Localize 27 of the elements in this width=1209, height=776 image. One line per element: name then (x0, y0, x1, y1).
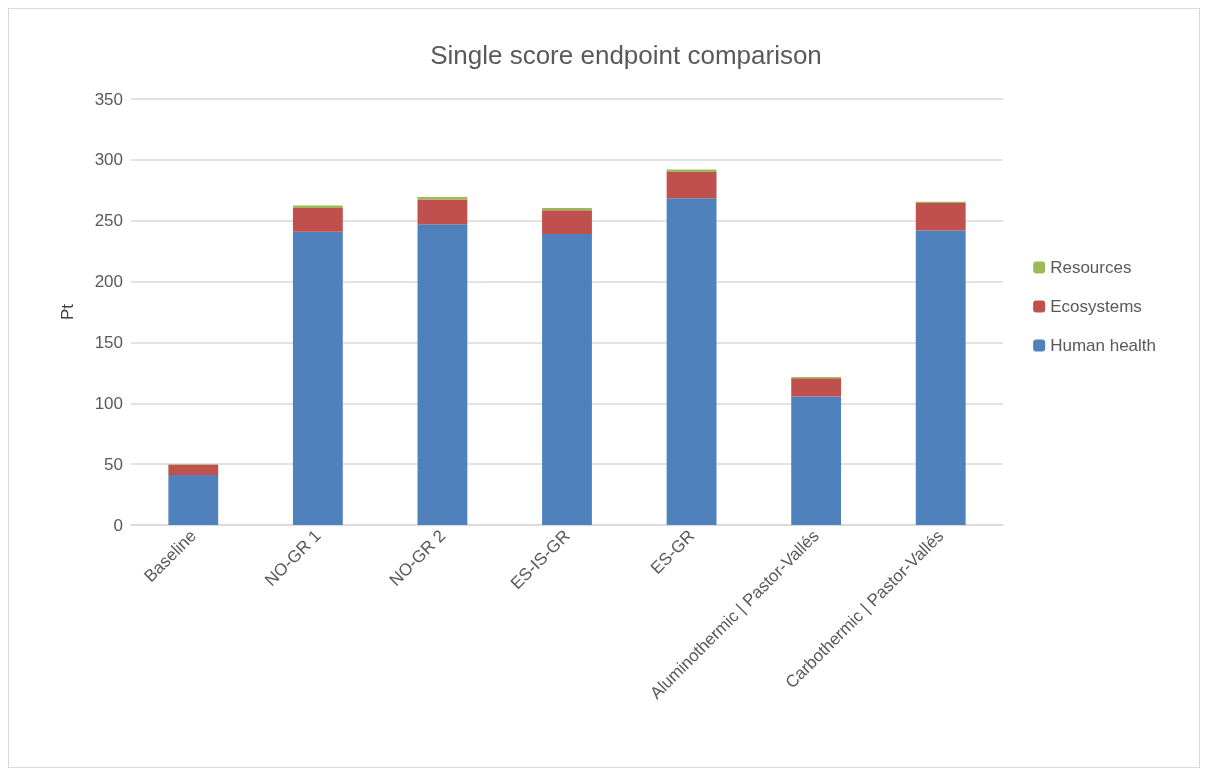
y-tick-label: 250 (94, 211, 123, 231)
y-tick-label: 300 (94, 150, 123, 170)
legend-label: Resources (1050, 258, 1132, 277)
bar (168, 475, 219, 525)
bar (168, 464, 219, 476)
y-tick-label: 350 (94, 89, 123, 109)
y-axis-title: Pt (58, 303, 77, 321)
bar (666, 198, 717, 525)
y-tick-label: 50 (104, 454, 123, 474)
bar (417, 199, 468, 225)
y-tick-label: 0 (113, 515, 123, 535)
bar (666, 172, 717, 199)
bar (915, 203, 966, 231)
y-tick-label: 200 (94, 272, 123, 292)
bar (292, 207, 343, 232)
bar (791, 396, 842, 525)
bar (915, 230, 966, 525)
legend-label: Ecosystems (1050, 297, 1142, 316)
bar (791, 378, 842, 397)
y-tick-label: 100 (94, 393, 123, 413)
bar (542, 210, 592, 235)
bar (292, 231, 343, 525)
y-tick-label: 150 (94, 332, 123, 352)
chart-title: Single score endpoint comparison (430, 40, 822, 70)
legend-label: Human health (1050, 336, 1156, 355)
bar (417, 224, 468, 525)
bar (542, 234, 592, 525)
